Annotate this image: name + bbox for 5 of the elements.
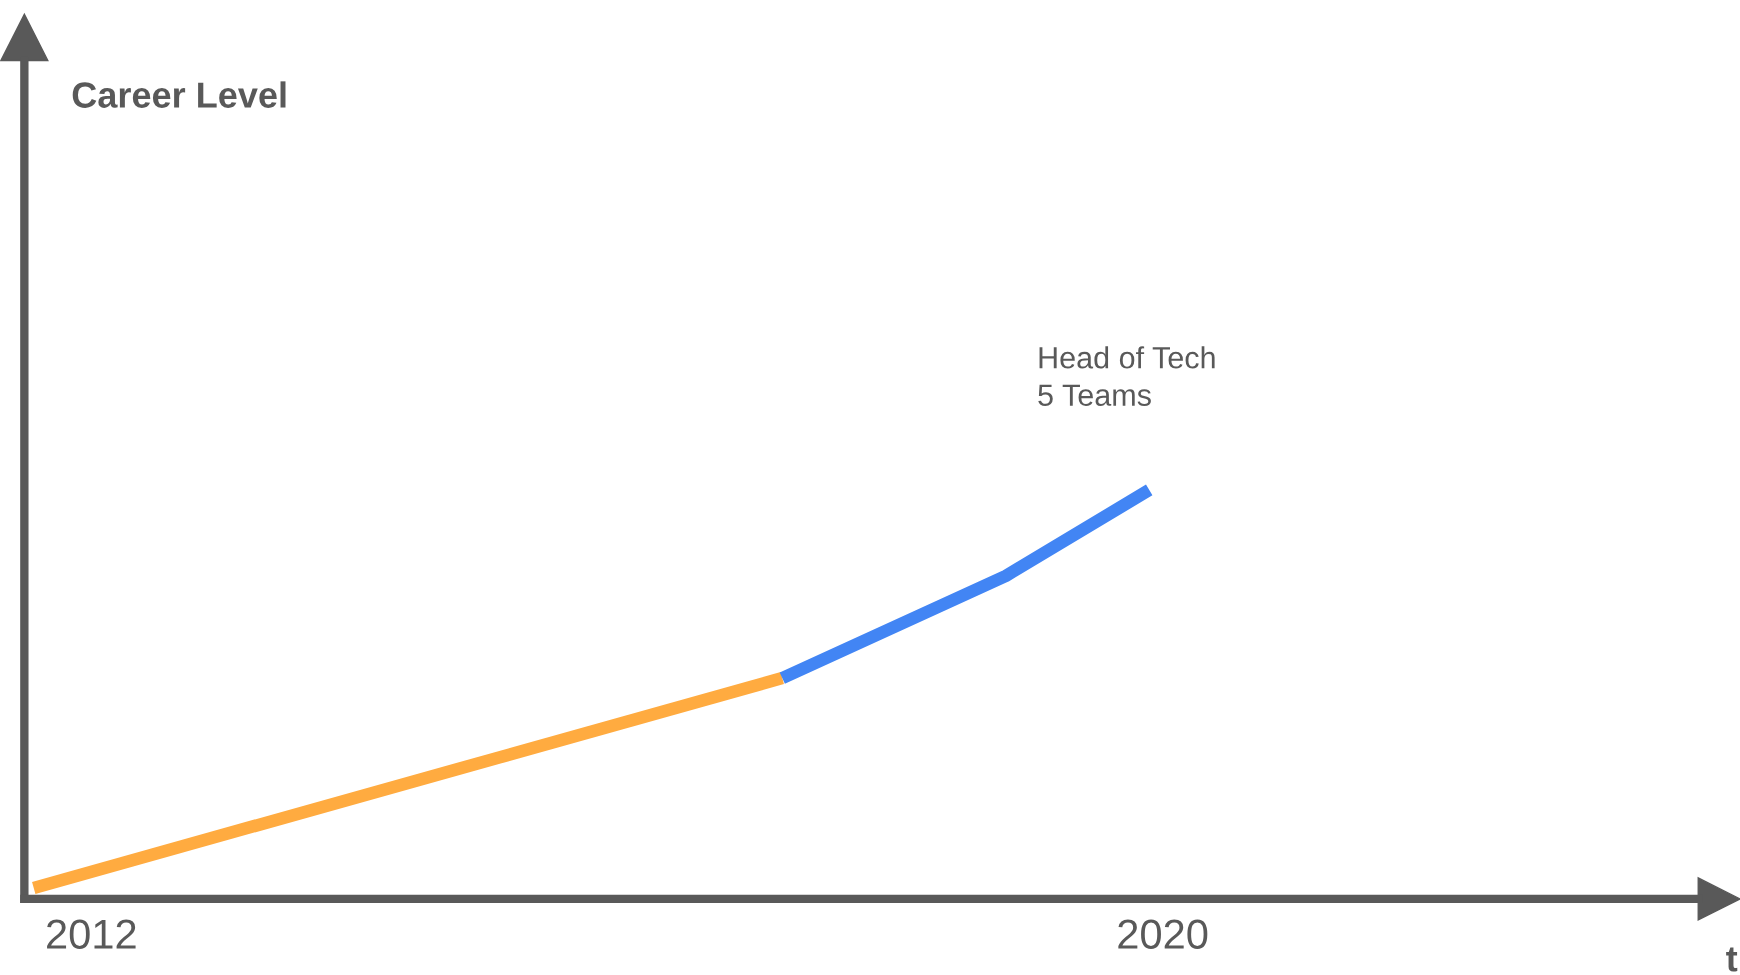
x-axis-title: t — [1726, 947, 1738, 972]
x-tick-label: 2020 — [1118, 919, 1208, 949]
text: Head of Tech 5 Teams — [1038, 346, 1215, 406]
text: Career Level — [72, 81, 286, 108]
x-tick-label: 2012 — [47, 919, 136, 949]
